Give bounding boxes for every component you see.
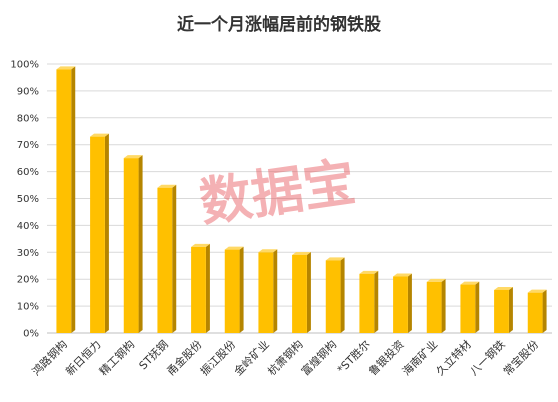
bar (426, 278, 446, 333)
bar-front (426, 281, 442, 333)
bar (56, 66, 76, 333)
bar-side (441, 278, 446, 333)
bar-side (71, 66, 76, 333)
bar-side (340, 257, 345, 333)
bar-top (56, 66, 76, 70)
bar (325, 257, 345, 333)
bar (359, 270, 379, 333)
bar-side (508, 286, 513, 333)
x-tick-label: 精工钢构 (96, 337, 137, 378)
y-tick-label: 60% (17, 167, 39, 178)
bar-side (104, 133, 109, 333)
bar (527, 289, 547, 333)
bar-side (273, 249, 278, 333)
x-tick-label: 久立特材 (433, 337, 474, 378)
bar (191, 243, 210, 333)
y-tick-label: 40% (17, 221, 39, 232)
y-axis: 0% 10% 20% 30% 40% 50% 60% 70% 80% 90% 100% (10, 60, 39, 340)
bar-top (191, 243, 210, 247)
bar-top (123, 155, 143, 159)
chart-title: 近一个月涨幅居前的钢铁股 (177, 14, 381, 35)
x-tick-label: 鲁银投资 (366, 337, 407, 378)
bar-front (325, 260, 341, 333)
bar-top (393, 273, 412, 277)
bar-front (56, 69, 72, 333)
bar-top (426, 278, 446, 282)
bar-side (138, 155, 143, 333)
bar-top (494, 286, 513, 290)
y-tick-label: 90% (17, 86, 39, 97)
x-tick-label: 甬金股份 (164, 337, 205, 378)
y-tick-label: 0% (23, 329, 39, 340)
bar (258, 249, 278, 333)
bar (224, 246, 244, 333)
x-tick-label: 金岭矿业 (231, 337, 272, 378)
bar-front (292, 254, 307, 333)
y-tick-label: 20% (17, 275, 39, 286)
bar-top (359, 270, 379, 274)
x-tick-label: 富煌钢构 (298, 337, 339, 378)
bar-front (527, 292, 543, 333)
bar (123, 155, 143, 333)
bar-top (325, 257, 345, 261)
bar-side (172, 184, 177, 333)
bars (56, 66, 547, 333)
x-tick-label: 八一钢铁 (467, 338, 507, 378)
bar-front (258, 252, 274, 333)
bar (90, 133, 109, 333)
bar-side (239, 246, 244, 333)
bar-side (205, 243, 210, 333)
x-tick-label: 振江股份 (197, 337, 238, 378)
bar-side (542, 289, 547, 333)
x-tick-label: 海南矿业 (399, 337, 440, 378)
y-tick-label: 30% (17, 248, 39, 259)
bar-top (157, 184, 177, 188)
bar-side (407, 273, 412, 333)
bar-top (90, 133, 109, 137)
bar (157, 184, 177, 333)
bar-top (292, 251, 311, 255)
bar (460, 281, 480, 333)
bar-side (306, 251, 311, 333)
y-tick-label: 70% (17, 140, 39, 151)
y-tick-label: 10% (17, 302, 39, 313)
bar-side (374, 270, 379, 333)
x-tick-label: 常宝股份 (500, 337, 541, 378)
bar-front (393, 276, 408, 333)
bar-top (224, 246, 244, 250)
x-tick-label: 鸿路钢构 (29, 337, 70, 378)
bar-front (494, 289, 509, 333)
bar-side (475, 281, 480, 333)
bar-front (123, 158, 139, 333)
bar-front (224, 249, 240, 333)
x-tick-label: 新日恒力 (63, 337, 104, 378)
y-tick-label: 80% (17, 113, 39, 124)
bar-top (258, 249, 278, 253)
y-tick-label: 50% (17, 194, 39, 205)
x-tick-label: 杭萧钢构 (265, 337, 306, 378)
bar (292, 251, 311, 333)
bar-front (90, 136, 105, 333)
watermark: 数据宝 (196, 153, 359, 234)
bar (494, 286, 513, 333)
bar (393, 273, 412, 333)
bar-top (527, 289, 547, 293)
bar-front (359, 273, 375, 333)
bar-front (460, 284, 476, 333)
bar-front (157, 187, 173, 333)
bar-front (191, 246, 206, 333)
bar-top (460, 281, 480, 285)
y-tick-label: 100% (10, 60, 39, 71)
